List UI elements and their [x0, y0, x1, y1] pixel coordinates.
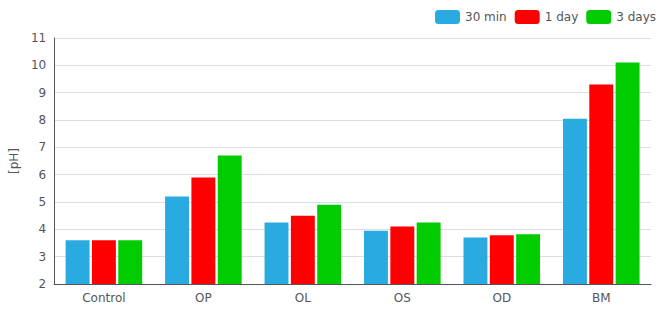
svg-text:9: 9: [39, 86, 47, 100]
svg-text:BM: BM: [592, 291, 611, 305]
svg-text:30 min: 30 min: [465, 10, 507, 24]
svg-text:OL: OL: [295, 291, 311, 305]
svg-text:5: 5: [39, 195, 47, 209]
svg-text:10: 10: [31, 58, 46, 72]
svg-text:1 day: 1 day: [545, 10, 579, 24]
svg-text:3 days: 3 days: [616, 10, 656, 24]
svg-text:2: 2: [39, 277, 47, 291]
svg-text:6: 6: [39, 168, 47, 182]
svg-text:11: 11: [31, 31, 46, 45]
svg-text:OP: OP: [195, 291, 212, 305]
svg-text:Control: Control: [82, 291, 125, 305]
svg-text:8: 8: [39, 113, 47, 127]
svg-text:3: 3: [39, 250, 47, 264]
svg-text:OS: OS: [394, 291, 411, 305]
svg-text:[pH]: [pH]: [7, 148, 21, 174]
svg-text:4: 4: [39, 222, 47, 236]
svg-text:OD: OD: [492, 291, 511, 305]
svg-text:7: 7: [39, 140, 47, 154]
